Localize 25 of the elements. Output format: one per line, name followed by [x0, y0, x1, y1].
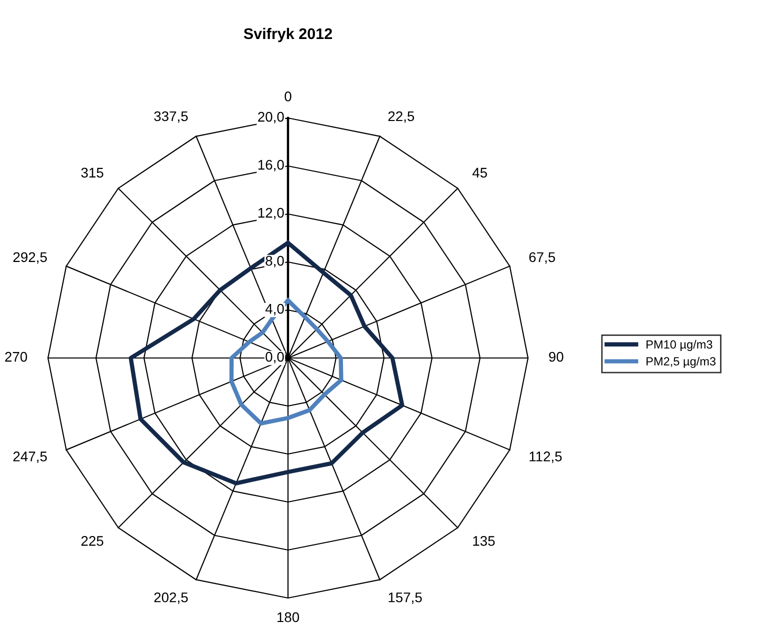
y-tick-label: 4,0 [265, 304, 284, 316]
spoke-label: 180 [277, 612, 300, 622]
spoke-label: 45 [472, 168, 487, 178]
spoke-label: 67,5 [529, 252, 556, 264]
spoke-label: 337,5 [154, 111, 188, 123]
y-tick-label: 0,0 [266, 352, 284, 364]
spoke-label: 202,5 [154, 592, 188, 604]
y-tick-label: 8,0 [266, 256, 284, 268]
spoke-label: 225 [81, 536, 104, 546]
spoke-label: 112,5 [530, 452, 562, 464]
spoke-label: 22,5 [388, 111, 414, 123]
spoke-label: 90 [549, 352, 564, 362]
y-tick-label: 12,0 [258, 208, 284, 220]
spoke-label: 157,5 [388, 592, 422, 604]
chart-title: Svifryk 2012 [244, 28, 332, 42]
spoke-label: 270 [5, 352, 28, 362]
spoke-label: 292,5 [13, 252, 47, 264]
y-tick-label: 16,0 [258, 160, 284, 172]
spoke-label: 247,5 [13, 452, 47, 464]
legend-label: PM10 µg/m3 [646, 340, 712, 351]
spoke-label: 0 [284, 91, 292, 102]
legend-label: PM2,5 µg/m3 [646, 356, 716, 368]
y-tick-label: 20,0 [258, 112, 284, 124]
spoke-label: 315 [81, 168, 104, 178]
spoke-label: 135 [473, 536, 495, 546]
